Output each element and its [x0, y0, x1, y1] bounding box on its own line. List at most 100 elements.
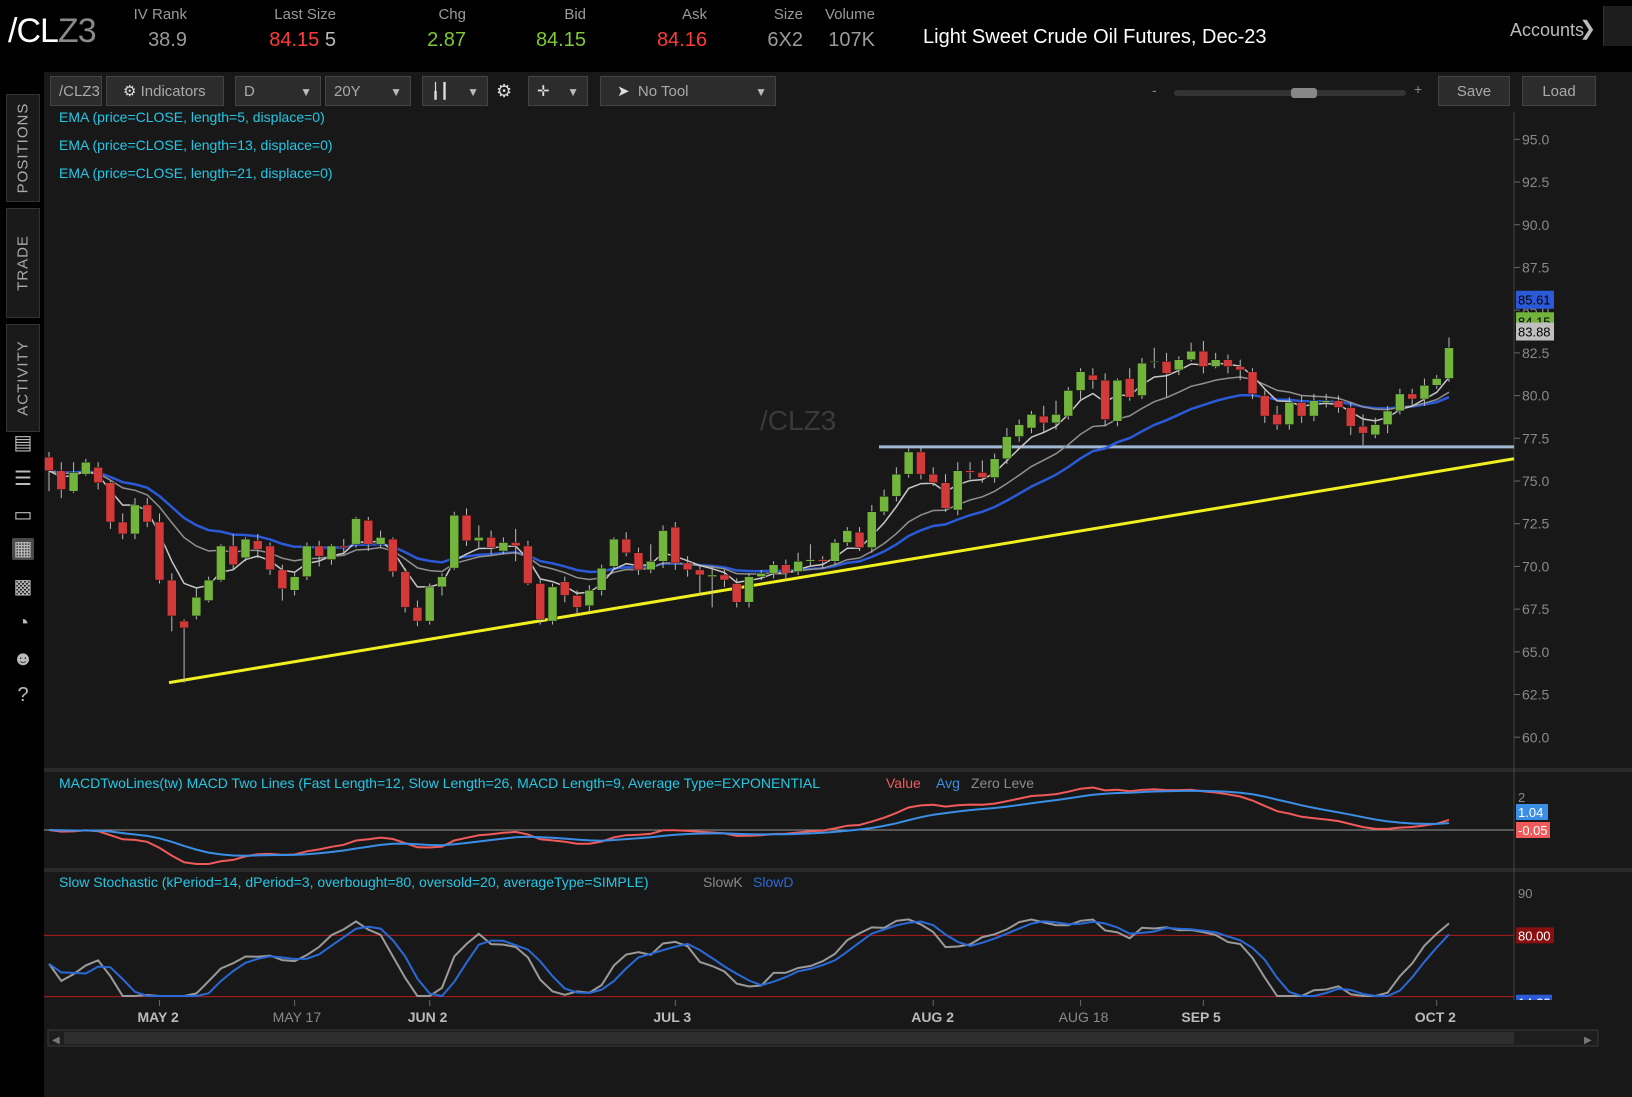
tab-trade-label: TRADE: [14, 235, 32, 291]
settings-button[interactable]: ⚙: [490, 76, 518, 106]
tab-trade[interactable]: TRADE: [6, 208, 40, 318]
quote-label: Size: [773, 6, 803, 23]
chevron-down-icon: ▼: [567, 85, 579, 99]
candle-body: [1444, 347, 1454, 379]
quote-field: Last Size 84.15 5: [269, 6, 336, 52]
macd-avg-tag-label: 1.04: [1518, 805, 1543, 820]
candle-body: [388, 538, 398, 572]
candle-body: [781, 564, 791, 574]
zoom-in-button[interactable]: +: [1414, 81, 1423, 97]
candle-body: [977, 472, 988, 478]
symbol-contract: Z3: [57, 12, 97, 50]
candle-body: [1002, 436, 1012, 460]
zoom-slider-thumb[interactable]: [1291, 88, 1317, 98]
candle-body: [1260, 395, 1270, 417]
candle-body: [338, 545, 349, 548]
macd-value-tag: [1516, 822, 1550, 838]
quote-value: 107K: [828, 29, 875, 51]
monitor-icon[interactable]: ▤: [13, 432, 33, 454]
analyze-icon[interactable]: ◔: [16, 612, 30, 634]
quote-field: Bid 84.15: [536, 6, 586, 52]
y-tick-label: 75.0: [1522, 473, 1549, 489]
candle-body: [989, 458, 1000, 478]
macd-legend-zero: Zero Leve: [971, 775, 1034, 791]
candle-body: [117, 521, 128, 535]
gear-icon: ⚙: [496, 81, 513, 101]
quote-value: 84.15: [535, 29, 586, 51]
candle-body: [965, 470, 975, 473]
candle-body: [191, 596, 202, 617]
candle-body: [768, 564, 779, 574]
drawing-select[interactable]: ✛ ▼: [528, 76, 588, 106]
chart-svg[interactable]: 95.092.590.087.585.082.580.077.575.072.5…: [44, 112, 1632, 1097]
candle-body: [461, 514, 472, 542]
candle-body: [44, 456, 54, 472]
candle-body: [1137, 362, 1147, 396]
list-icon[interactable]: ☰: [14, 468, 32, 490]
candle-body: [1358, 426, 1368, 434]
candle-body: [903, 451, 914, 475]
candle-body: [1124, 378, 1135, 398]
instrument-description: Light Sweet Crude Oil Futures, Dec-23: [923, 26, 1267, 48]
quote-field: IV Rank 38.9: [134, 6, 187, 52]
macd-legend-avg: Avg: [936, 775, 960, 791]
tv-icon[interactable]: ▭: [13, 504, 33, 526]
candle-body: [363, 520, 374, 545]
macd-value-tag-label: -0.05: [1518, 823, 1548, 838]
candle-body: [633, 552, 644, 571]
candle-body: [572, 595, 582, 608]
indicators-button[interactable]: ⚙ Indicators: [106, 76, 224, 106]
window-handle[interactable]: [1603, 6, 1632, 46]
zoom-slider[interactable]: [1174, 88, 1406, 98]
candle-body: [670, 526, 681, 564]
chart-type-select[interactable]: ╽┃ ▼: [422, 76, 488, 106]
tab-positions[interactable]: POSITIONS: [6, 94, 40, 202]
candle-body: [842, 530, 852, 543]
grid-icon[interactable]: ▩: [13, 576, 33, 598]
tool-select[interactable]: ➤ No Tool ▼: [600, 76, 776, 106]
candle-body: [707, 574, 717, 577]
quote-label: Ask: [681, 6, 707, 23]
timeframe-select[interactable]: 20Y ▼: [325, 76, 411, 106]
help-icon[interactable]: ?: [17, 684, 29, 706]
trendline: [168, 457, 1515, 685]
candle-body: [1038, 415, 1049, 424]
candle-body: [1161, 361, 1172, 374]
y-tick-label: 80.0: [1522, 388, 1549, 404]
save-button[interactable]: Save: [1438, 76, 1510, 106]
tab-activity[interactable]: ACTIVITY: [6, 324, 40, 432]
x-tick-label: MAY 17: [273, 1009, 322, 1025]
candle-body: [646, 561, 656, 571]
x-tick-label: OCT 2: [1415, 1009, 1456, 1025]
x-tick-label: JUN 2: [408, 1009, 448, 1025]
chart-icon[interactable]: ▦: [12, 538, 34, 560]
candle-body: [1431, 378, 1442, 386]
macd-avg-tag: [1516, 804, 1548, 820]
price-chart-area[interactable]: 95.0 92.5 90.0 87.5 85.0 82.5 80.0 77.5 75.0 72.5…: [44, 112, 1632, 1097]
indicators-label: Indicators: [140, 83, 206, 100]
community-icon[interactable]: ☻: [12, 648, 34, 670]
quote-field: Ask 84.16: [657, 6, 707, 52]
study-label: EMA (price=CLOSE, length=5, displace=0): [59, 112, 325, 125]
zoom-out-button[interactable]: -: [1152, 82, 1157, 98]
load-button[interactable]: Load: [1522, 76, 1596, 106]
aggregation-select[interactable]: D ▼: [235, 76, 321, 106]
candle-body: [1198, 350, 1209, 367]
accounts-button[interactable]: Accounts: [1509, 20, 1584, 40]
price-tag-label: 83.88: [1518, 325, 1551, 340]
candle-body: [916, 451, 926, 475]
candle-body: [609, 538, 619, 567]
candle-body: [203, 579, 214, 601]
symbol-input[interactable]: /CLZ3: [50, 76, 102, 106]
y-tick-label: 82.5: [1522, 345, 1549, 361]
stoch-legend-k: SlowK: [703, 874, 743, 890]
scrollbar-thumb: [64, 1032, 1514, 1044]
crosshair-icon: ✛: [537, 83, 550, 100]
candle-body: [1419, 385, 1430, 400]
candle-body: [1186, 350, 1196, 360]
chevron-down-icon[interactable]: ❯: [1579, 18, 1596, 40]
candle-body: [449, 514, 460, 569]
candle-body: [486, 537, 496, 548]
macd-tick-label: 2: [1518, 790, 1525, 805]
y-tick-label: 65.0: [1522, 644, 1549, 660]
